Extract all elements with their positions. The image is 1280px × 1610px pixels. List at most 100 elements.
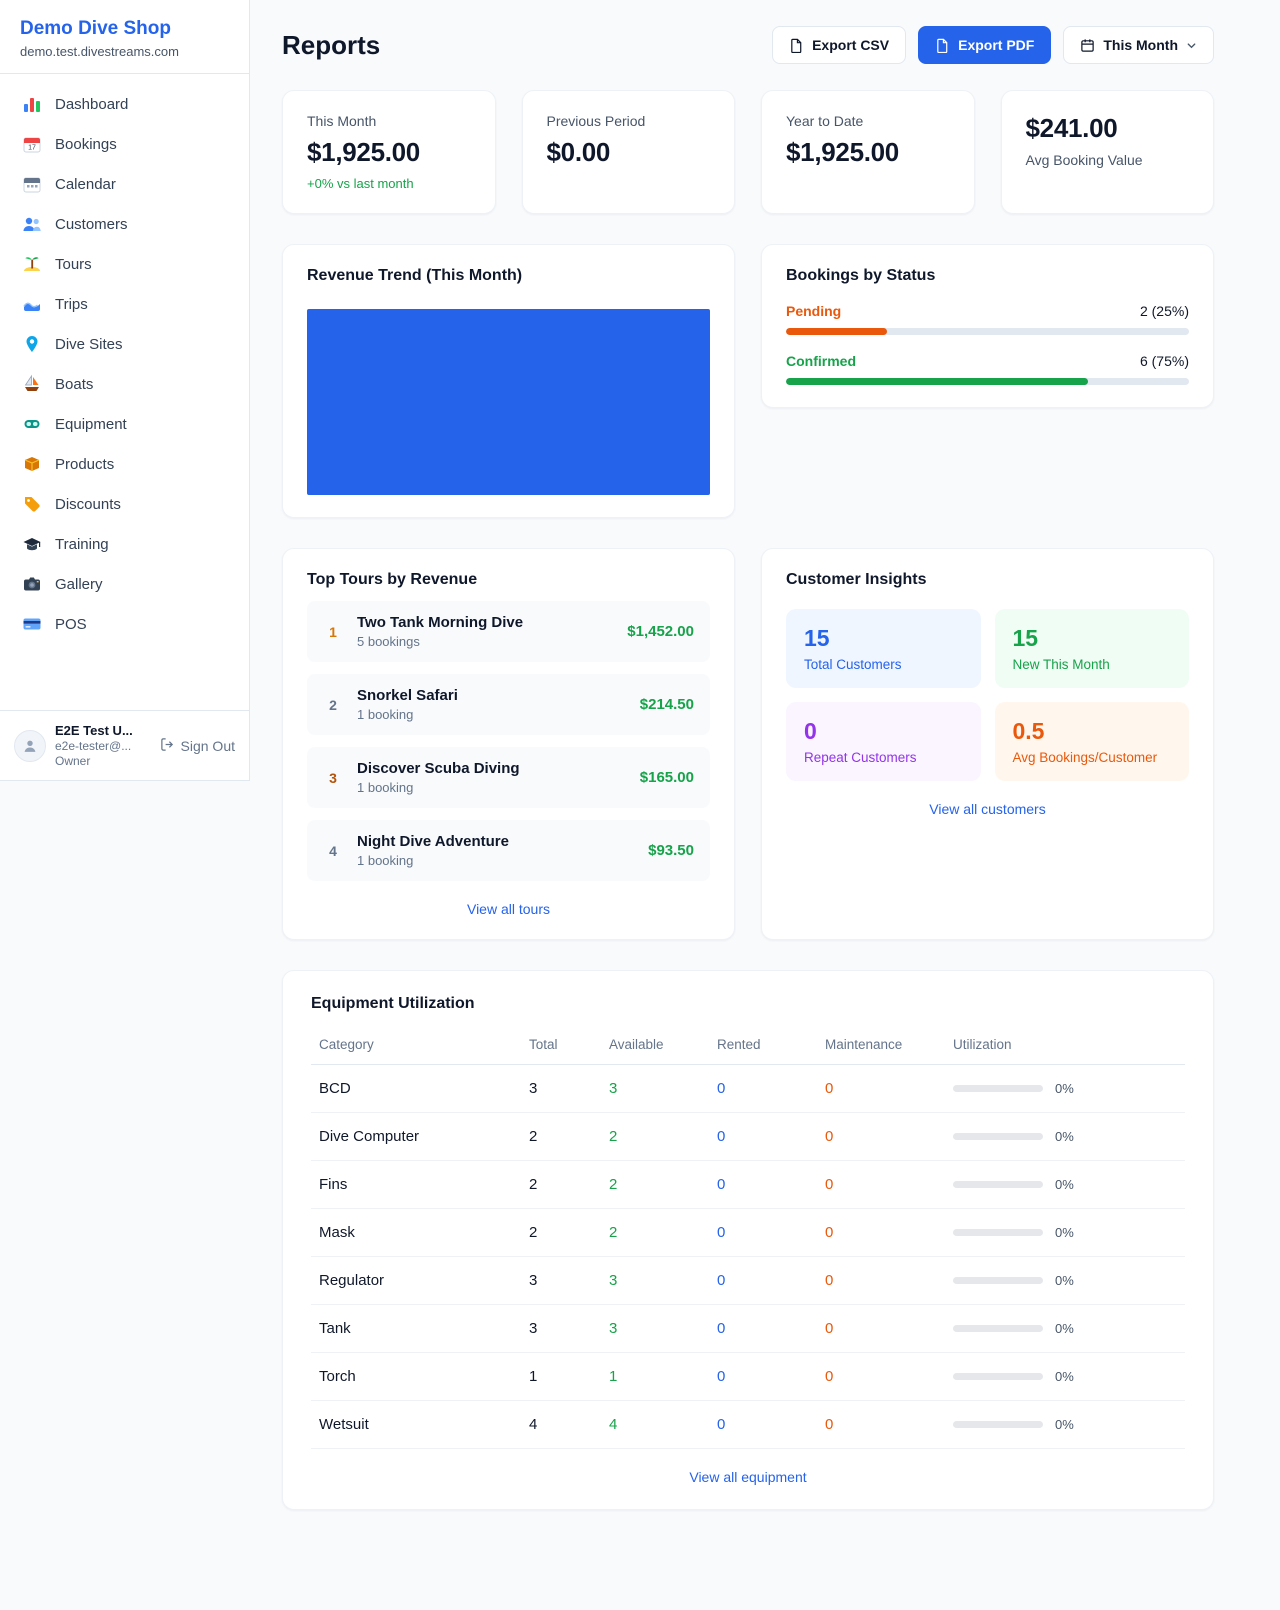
column-header-maintenance: Maintenance [817, 1027, 945, 1065]
cell-available: 3 [601, 1064, 709, 1113]
insight-label: Total Customers [804, 657, 902, 672]
utilization-percent: 0% [1055, 1417, 1074, 1432]
user-info: E2E Test U... e2e-tester@... Owner [55, 723, 151, 768]
top-tours-title: Top Tours by Revenue [307, 571, 478, 588]
sidebar-item-discounts[interactable]: Discounts [0, 484, 249, 524]
tour-bookings: 1 booking [357, 853, 414, 868]
sign-out-label: Sign Out [180, 737, 235, 754]
bookings-by-status-card: Bookings by Status Pending 2 (25%) Confi… [761, 244, 1214, 408]
sidebar-item-boats[interactable]: Boats [0, 364, 249, 404]
sidebar-item-gallery[interactable]: Gallery [0, 564, 249, 604]
document-icon [789, 38, 804, 53]
cell-utilization: 0% [945, 1400, 1185, 1449]
insight-tile-repeat-customers: 0 Repeat Customers [786, 702, 981, 781]
export-pdf-button[interactable]: Export PDF [918, 26, 1052, 64]
utilization-bar [953, 1277, 1043, 1284]
sidebar-item-training[interactable]: Training [0, 524, 249, 564]
status-bar-fill [786, 328, 887, 335]
cell-available: 3 [601, 1256, 709, 1305]
tour-name: Two Tank Morning Dive [357, 614, 524, 631]
avatar [14, 729, 46, 762]
sidebar-item-dive-sites[interactable]: Dive Sites [0, 324, 249, 364]
shop-name: Demo Dive Shop [20, 18, 171, 39]
sidebar-item-label: Equipment [55, 415, 127, 433]
chevron-down-icon [1186, 40, 1197, 51]
cell-rented: 0 [709, 1064, 817, 1113]
column-header-category: Category [311, 1027, 521, 1065]
cell-total: 3 [521, 1256, 601, 1305]
sidebar-item-equipment[interactable]: Equipment [0, 404, 249, 444]
gallery-icon [22, 574, 42, 594]
sidebar-item-label: Boats [55, 375, 94, 393]
revenue-trend-chart [307, 309, 710, 495]
stat-value: $241.00 [1025, 113, 1118, 143]
calendar-icon [1080, 38, 1095, 53]
sidebar-item-tours[interactable]: Tours [0, 244, 249, 284]
cell-utilization: 0% [945, 1208, 1185, 1257]
revenue-trend-card: Revenue Trend (This Month) [282, 244, 735, 518]
top-tours-card: Top Tours by Revenue 1 Two Tank Morning … [282, 548, 735, 940]
sidebar-item-label: Discounts [55, 495, 121, 513]
customer-insights-title: Customer Insights [786, 571, 927, 588]
cell-maintenance: 0 [817, 1064, 945, 1113]
sidebar-item-label: Gallery [55, 575, 103, 593]
cell-total: 3 [521, 1304, 601, 1353]
table-row: Tank 3 3 0 0 0% [311, 1304, 1185, 1353]
stat-label: Previous Period [546, 113, 646, 129]
stat-label: Year to Date [786, 113, 864, 129]
list-item: 1 Two Tank Morning Dive 5 bookings $1,45… [307, 601, 710, 662]
sidebar-item-bookings[interactable]: 17 Bookings [0, 124, 249, 164]
cell-maintenance: 0 [817, 1352, 945, 1401]
document-icon [935, 38, 950, 53]
cell-total: 2 [521, 1208, 601, 1257]
tour-name: Night Dive Adventure [357, 833, 509, 850]
sidebar-item-products[interactable]: Products [0, 444, 249, 484]
utilization-percent: 0% [1055, 1129, 1074, 1144]
utilization-bar [953, 1085, 1043, 1092]
status-row-pending: Pending 2 (25%) [786, 303, 1189, 335]
column-header-utilization: Utilization [945, 1027, 1185, 1065]
column-header-available: Available [601, 1027, 709, 1065]
cell-rented: 0 [709, 1352, 817, 1401]
stat-value: $1,925.00 [786, 137, 899, 167]
list-item: 4 Night Dive Adventure 1 booking $93.50 [307, 820, 710, 881]
utilization-percent: 0% [1055, 1273, 1074, 1288]
table-row: Dive Computer 2 2 0 0 0% [311, 1112, 1185, 1161]
stat-value: $0.00 [546, 137, 611, 167]
sign-out-button[interactable]: Sign Out [160, 737, 235, 755]
tour-name: Discover Scuba Diving [357, 760, 520, 777]
period-selector[interactable]: This Month [1063, 26, 1214, 64]
view-all-equipment-link[interactable]: View all equipment [689, 1469, 807, 1485]
sidebar-nav: Dashboard 17 Bookings Calendar Customers… [0, 74, 249, 710]
sidebar-item-label: Training [55, 535, 109, 553]
equipment-table: Category Total Available Rented Maintena… [311, 1027, 1185, 1449]
view-all-customers-link[interactable]: View all customers [929, 801, 1046, 817]
view-all-tours-link[interactable]: View all tours [466, 901, 550, 917]
table-row: Fins 2 2 0 0 0% [311, 1160, 1185, 1209]
cell-total: 1 [521, 1352, 601, 1401]
cell-maintenance: 0 [817, 1400, 945, 1449]
utilization-bar [953, 1325, 1043, 1332]
export-pdf-label: Export PDF [958, 37, 1035, 53]
cell-utilization: 0% [945, 1064, 1185, 1113]
sidebar-item-trips[interactable]: Trips [0, 284, 249, 324]
cell-maintenance: 0 [817, 1112, 945, 1161]
sidebar-item-calendar[interactable]: Calendar [0, 164, 249, 204]
sidebar-item-dashboard[interactable]: Dashboard [0, 84, 249, 124]
status-bar-track [786, 378, 1189, 385]
sidebar-item-label: Products [55, 455, 115, 473]
user-name: E2E Test U... [55, 723, 133, 738]
export-csv-label: Export CSV [812, 37, 890, 53]
cell-rented: 0 [709, 1208, 817, 1257]
sidebar-item-pos[interactable]: POS [0, 604, 249, 644]
export-csv-button[interactable]: Export CSV [772, 26, 907, 64]
sidebar-item-customers[interactable]: Customers [0, 204, 249, 244]
shop-header: Demo Dive Shop demo.test.divestreams.com [0, 0, 249, 74]
table-row: Regulator 3 3 0 0 0% [311, 1256, 1185, 1305]
sidebar: Demo Dive Shop demo.test.divestreams.com… [0, 0, 250, 781]
insight-value: 15 [804, 625, 830, 651]
cell-utilization: 0% [945, 1304, 1185, 1353]
tours-icon [22, 254, 42, 274]
tour-bookings: 5 bookings [357, 634, 420, 649]
stat-card-year-to-date: Year to Date $1,925.00 [761, 90, 975, 214]
